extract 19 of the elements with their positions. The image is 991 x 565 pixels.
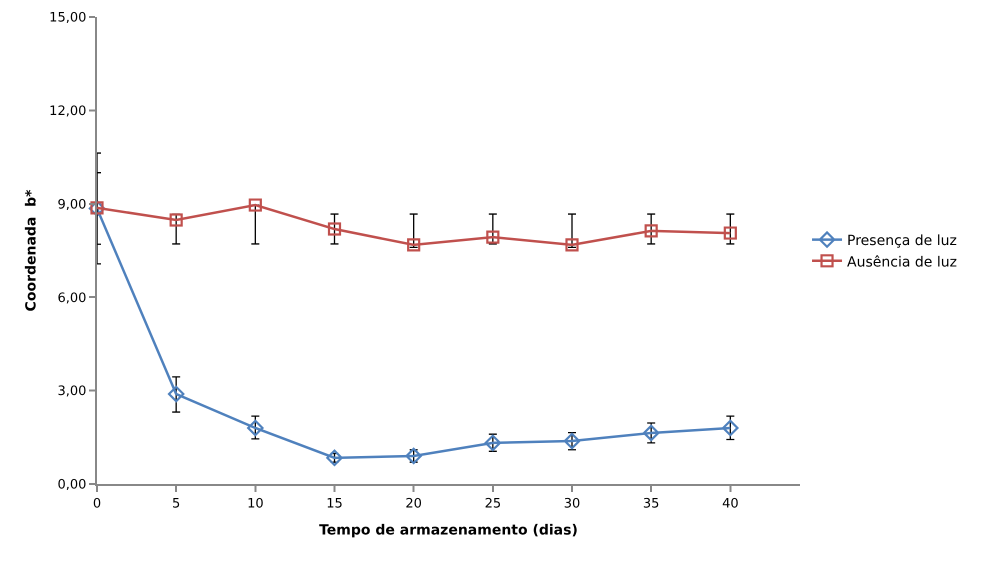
y-tick-label: 12,00 [49,104,86,119]
x-axis-title: Tempo de armazenamento (dias) [319,522,578,538]
x-tick-label: 0 [92,496,102,512]
x-tick-label: 15 [326,496,343,512]
y-tick-label: 15,00 [49,10,86,26]
x-tick-label: 30 [564,496,580,512]
y-tick-label: 6,00 [57,290,86,306]
x-tick-label: 25 [484,496,502,512]
x-tick-label: 5 [172,496,180,512]
x-tick-label: 20 [405,496,422,512]
legend-label: Ausência de luz [847,254,957,270]
legend-label: Presença de luz [847,233,957,250]
y-tick-label: 0,00 [57,478,86,493]
x-tick-label: 35 [642,496,660,512]
y-tick-label: 9,00 [57,197,86,212]
x-tick-label: 40 [722,496,739,512]
y-tick-label: 3,00 [57,384,86,400]
x-tick-label: 10 [247,496,264,512]
y-axis-title: Coordenada b* [23,188,40,312]
